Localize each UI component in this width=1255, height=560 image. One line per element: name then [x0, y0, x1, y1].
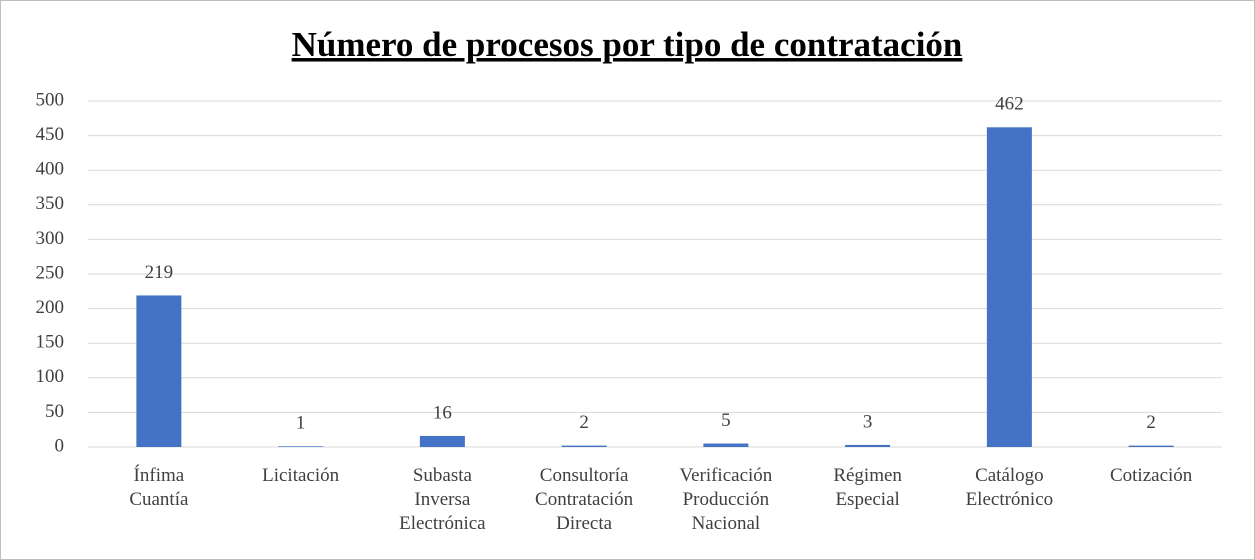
y-tick-label: 100: [36, 366, 65, 387]
data-label: 16: [433, 402, 452, 423]
data-label: 2: [579, 412, 589, 433]
data-label: 462: [995, 94, 1024, 115]
bar: [278, 446, 324, 447]
bar: [986, 127, 1032, 448]
data-label: 5: [721, 410, 731, 431]
data-label: 1: [296, 413, 306, 434]
x-tick-label: Consultoría Contratación Directa: [535, 465, 634, 534]
bar: [561, 445, 607, 447]
y-tick-label: 450: [36, 124, 65, 145]
y-tick-label: 50: [45, 401, 64, 422]
data-label: 219: [145, 262, 174, 283]
x-tick-label: Licitación: [262, 465, 340, 486]
bar: [703, 443, 749, 447]
bar: [419, 435, 465, 447]
chart-title: Número de procesos por tipo de contratac…: [292, 25, 963, 64]
y-tick-label: 0: [55, 435, 65, 456]
y-tick-label: 200: [36, 297, 65, 318]
x-tick-label: Régimen Especial: [833, 465, 902, 510]
y-tick-label: 250: [36, 262, 65, 283]
x-tick-label: Subasta Inversa Electrónica: [399, 465, 486, 534]
data-label: 3: [863, 411, 873, 432]
x-tick-label: Catálogo Electrónico: [966, 465, 1054, 510]
x-tick-label: Verificación Producción Nacional: [679, 465, 772, 534]
x-tick-label: Cotización: [1110, 465, 1193, 486]
y-tick-label: 500: [36, 89, 65, 110]
x-tick-label: Ínfima Cuantía: [129, 464, 189, 510]
y-tick-label: 300: [36, 228, 65, 249]
bar: [1128, 445, 1174, 447]
data-label: 2: [1146, 412, 1156, 433]
y-tick-label: 350: [36, 193, 65, 214]
bar: [845, 444, 891, 447]
y-tick-label: 150: [36, 332, 65, 353]
y-tick-label: 400: [36, 159, 65, 180]
bar: [136, 295, 182, 447]
